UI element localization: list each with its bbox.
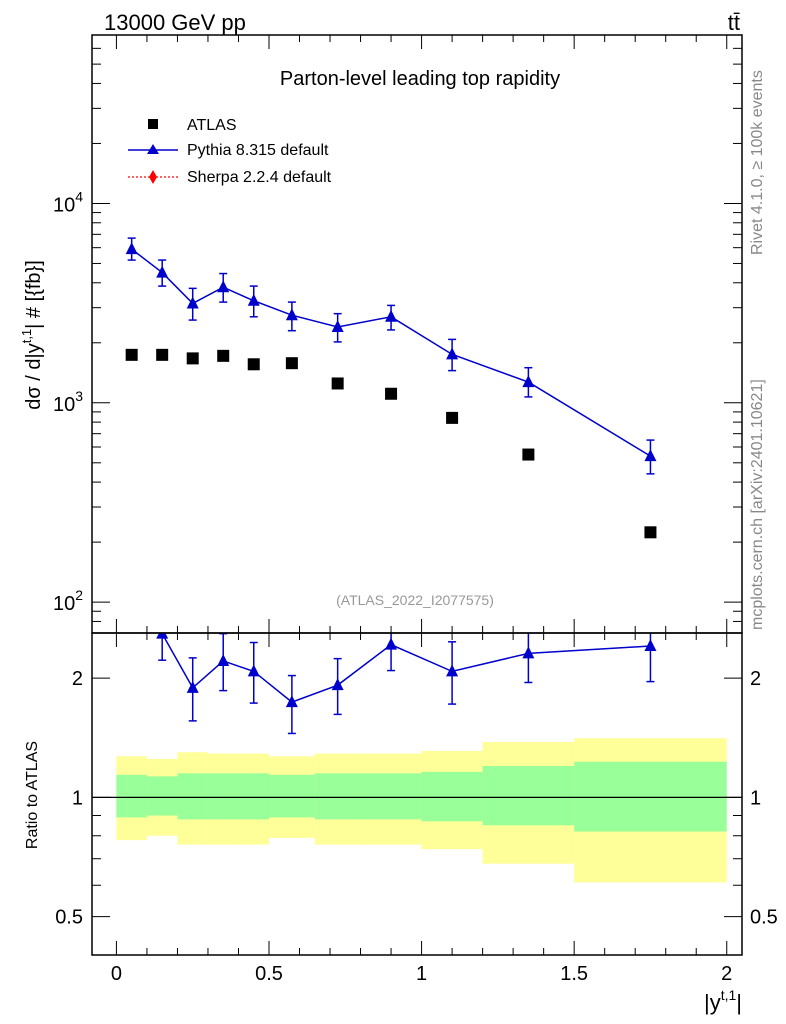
ratio-axis-ticks <box>92 633 742 956</box>
analysis-label: (ATLAS_2022_I2077575) <box>336 592 494 608</box>
ratio-pythia-point <box>156 633 169 639</box>
main-y-tick-label: 104 <box>53 188 83 216</box>
ratio-band-inner <box>268 774 315 818</box>
x-axis-label: |yt,1| <box>704 987 742 1015</box>
ratio-pythia-point <box>385 637 398 650</box>
ratio-plot-marks <box>126 580 657 735</box>
atlas-point <box>186 352 199 365</box>
ratio-y-axis-label: Ratio to ATLAS <box>24 741 41 849</box>
atlas-point <box>644 526 657 539</box>
process-label: tt̄ <box>728 10 740 35</box>
legend-marker-pythia <box>147 144 159 154</box>
legend-label-atlas: ATLAS <box>187 117 237 134</box>
atlas-point <box>285 357 298 370</box>
pythia-point <box>285 308 298 321</box>
atlas-point <box>385 387 398 400</box>
x-tick-label: 1 <box>416 963 427 985</box>
main-y-axis-label: dσ / d|yt,1| # [{fb}] <box>19 260 45 410</box>
ratio-y-tick-label-left: 0.5 <box>55 907 83 929</box>
main-y-axis-label-sup: t,1 <box>19 329 34 343</box>
pythia-point <box>186 296 199 309</box>
legend-label-pythia: Pythia 8.315 default <box>187 142 329 159</box>
legend-marker-sherpa <box>149 170 157 184</box>
main-y-tick-label: 102 <box>53 587 83 615</box>
ratio-y-tick-label-right: 0.5 <box>750 907 778 929</box>
pythia-point <box>217 280 230 293</box>
tick-label-base: 10 <box>53 394 75 416</box>
x-tick-label: 2 <box>721 963 732 985</box>
ratio-pythia-point <box>126 580 138 592</box>
ratio-band-inner <box>314 773 361 820</box>
x-tick-label: 0 <box>111 963 122 985</box>
ratio-band-inner <box>207 773 239 820</box>
ratio-band-inner <box>360 773 422 820</box>
pythia-point <box>331 320 344 333</box>
legend: ATLAS Pythia 8.315 default Sherpa 2.2.4 … <box>128 117 332 186</box>
ratio-tick-labels: 0.5 0.5 1 1 2 2 0 0.5 1 1.5 2 <box>55 668 778 985</box>
pythia-point <box>247 293 260 306</box>
ratio-panel: 0.5 0.5 1 1 2 2 0 0.5 1 1.5 2 Ratio to ATLAS |yt,1… <box>24 580 778 1015</box>
ratio-pythia-point <box>217 653 230 666</box>
tick-label-base: 10 <box>53 194 75 216</box>
ratio-pythia-point <box>247 664 260 677</box>
legend-label-sherpa: Sherpa 2.2.4 default <box>187 169 332 186</box>
ratio-pythia-point <box>186 680 199 693</box>
ratio-band-inner <box>116 774 147 818</box>
rivet-label: Rivet 4.1.0, ≥ 100k events <box>749 70 766 255</box>
ratio-pythia-point <box>522 646 535 659</box>
pythia-point <box>125 242 138 255</box>
atlas-point <box>247 358 260 371</box>
ratio-band-inner <box>238 773 269 820</box>
main-y-axis-label-tail: | # [{fb}] <box>23 260 45 329</box>
pythia-point <box>156 265 169 278</box>
ratio-band-inner <box>421 771 483 822</box>
x-axis-label-tail: | <box>736 990 742 1015</box>
ratio-pythia-point <box>446 664 459 677</box>
ratio-band-inner <box>482 766 575 826</box>
ratio-pythia-point <box>331 678 344 691</box>
x-tick-label: 1.5 <box>560 963 588 985</box>
atlas-point <box>156 348 169 361</box>
x-tick-label: 0.5 <box>255 963 283 985</box>
ratio-pythia-point <box>285 695 298 708</box>
tick-label-exponent: 4 <box>75 188 83 204</box>
tick-label-base: 10 <box>53 593 75 615</box>
pythia-point <box>385 309 398 322</box>
atlas-point <box>522 448 535 461</box>
main-y-tick-label: 103 <box>53 388 83 416</box>
ratio-band-inner <box>574 761 727 832</box>
ratio-y-tick-label-left: 2 <box>72 668 83 690</box>
atlas-point <box>125 348 138 361</box>
ratio-frame <box>91 632 743 956</box>
pythia-line <box>131 248 651 457</box>
source-label: mcplots.cern.ch [arXiv:2401.10621] <box>749 379 766 630</box>
pythia-point <box>522 375 535 388</box>
ratio-y-tick-label-right: 2 <box>750 668 761 690</box>
tick-label-exponent: 2 <box>75 587 83 603</box>
ratio-pythia-point <box>644 639 657 652</box>
ratio-bands <box>116 738 727 883</box>
ratio-band-inner <box>177 773 208 820</box>
legend-marker-atlas <box>148 119 158 129</box>
tick-label-exponent: 3 <box>75 388 83 404</box>
ratio-y-tick-label-left: 1 <box>72 787 83 809</box>
atlas-point <box>331 377 344 390</box>
atlas-point <box>217 349 230 362</box>
x-axis-label-sup: t,1 <box>721 987 737 1003</box>
pythia-point <box>644 449 657 462</box>
atlas-point <box>446 411 459 424</box>
ratio-y-tick-label-right: 1 <box>750 787 761 809</box>
pythia-point <box>446 347 459 360</box>
ratio-band-inner <box>146 776 178 816</box>
energy-label: 13000 GeV pp <box>104 10 246 35</box>
main-plot-marks <box>125 237 657 539</box>
main-axis-ticks <box>92 34 742 634</box>
chart-title: Parton-level leading top rapidity <box>280 68 560 90</box>
